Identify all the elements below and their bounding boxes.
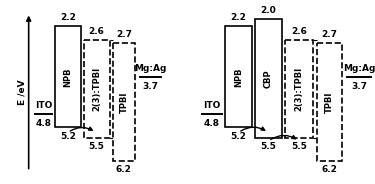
Text: ITO: ITO	[35, 101, 52, 110]
Text: 2.2: 2.2	[231, 13, 246, 22]
Text: CBP: CBP	[264, 69, 273, 88]
Text: 2.7: 2.7	[116, 30, 132, 39]
Bar	[84, 40, 110, 138]
Text: 2.7: 2.7	[321, 30, 337, 39]
Bar	[225, 26, 252, 128]
Text: 3.7: 3.7	[351, 82, 367, 91]
Text: 2(3):TPBI: 2(3):TPBI	[295, 67, 304, 111]
Text: 3.7: 3.7	[142, 82, 158, 91]
Text: E /eV: E /eV	[18, 79, 27, 105]
Bar	[255, 19, 282, 138]
Text: ITO: ITO	[203, 101, 220, 110]
Text: 4.8: 4.8	[204, 119, 220, 128]
Text: Mg:Ag: Mg:Ag	[134, 64, 166, 73]
Text: 5.5: 5.5	[89, 142, 105, 151]
Text: 6.2: 6.2	[321, 165, 337, 174]
Text: TPBI: TPBI	[325, 91, 334, 113]
Text: 2.0: 2.0	[261, 6, 276, 15]
Bar	[317, 43, 342, 161]
Text: 5.5: 5.5	[291, 142, 307, 151]
Text: 5.2: 5.2	[231, 132, 246, 141]
Text: TPBI: TPBI	[119, 91, 128, 113]
Text: 5.2: 5.2	[60, 132, 76, 141]
Bar	[112, 43, 135, 161]
Text: 5.5: 5.5	[260, 142, 276, 151]
Text: 4.8: 4.8	[36, 119, 52, 128]
Text: NPB: NPB	[63, 67, 72, 86]
Text: 2.2: 2.2	[60, 13, 76, 22]
Text: Mg:Ag: Mg:Ag	[343, 64, 375, 73]
Text: 2(3):TPBI: 2(3):TPBI	[92, 67, 101, 111]
Text: NPB: NPB	[234, 67, 243, 86]
Text: 2.6: 2.6	[89, 26, 105, 36]
Bar	[285, 40, 314, 138]
Bar	[55, 26, 81, 128]
Text: 2.6: 2.6	[291, 26, 307, 36]
Text: 6.2: 6.2	[116, 165, 132, 174]
